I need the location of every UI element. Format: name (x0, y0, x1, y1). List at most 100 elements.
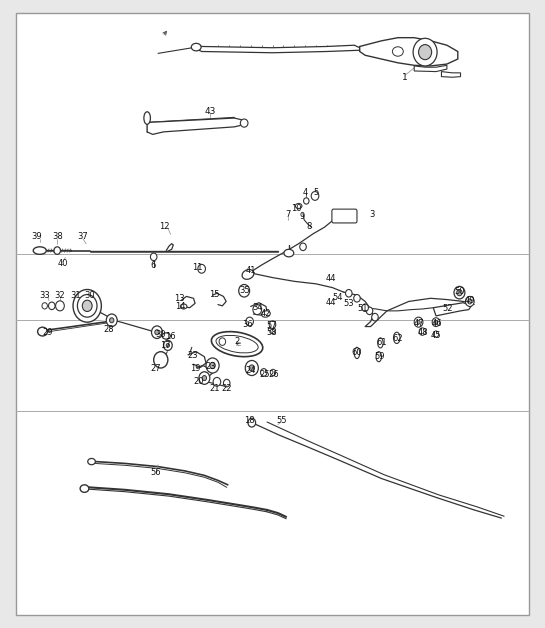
Text: 59: 59 (374, 352, 385, 361)
Circle shape (457, 290, 462, 296)
Text: 18: 18 (244, 416, 255, 425)
Polygon shape (360, 38, 458, 66)
Text: 52: 52 (443, 305, 453, 313)
Circle shape (199, 372, 210, 384)
Circle shape (106, 314, 117, 327)
Text: 5: 5 (313, 188, 319, 197)
Text: 51: 51 (358, 304, 368, 313)
Text: 50: 50 (454, 287, 465, 296)
Text: 44: 44 (326, 274, 337, 283)
Text: 32: 32 (54, 291, 65, 300)
Ellipse shape (240, 119, 248, 127)
Ellipse shape (262, 311, 270, 317)
Circle shape (202, 376, 207, 381)
Text: 58: 58 (266, 328, 277, 337)
Text: 42: 42 (261, 310, 271, 318)
Circle shape (261, 369, 267, 376)
Circle shape (152, 326, 162, 338)
Circle shape (73, 290, 101, 322)
Text: 36: 36 (243, 320, 253, 328)
Circle shape (311, 192, 319, 200)
Text: 30: 30 (155, 330, 166, 339)
Circle shape (219, 338, 226, 345)
Circle shape (42, 303, 47, 309)
Ellipse shape (378, 338, 383, 348)
Ellipse shape (162, 333, 170, 339)
Text: 8: 8 (307, 222, 312, 230)
Circle shape (362, 304, 368, 311)
Text: 31: 31 (70, 291, 81, 300)
Circle shape (419, 45, 432, 60)
Circle shape (465, 296, 474, 306)
Text: 38: 38 (52, 232, 63, 241)
Text: 28: 28 (104, 325, 114, 334)
Text: 2: 2 (234, 337, 240, 346)
Text: 34: 34 (252, 303, 263, 312)
Ellipse shape (88, 458, 95, 465)
Ellipse shape (284, 249, 294, 257)
Text: 30: 30 (84, 291, 95, 300)
Ellipse shape (242, 269, 254, 279)
Text: 17: 17 (160, 341, 171, 350)
Text: 25: 25 (259, 371, 270, 379)
Ellipse shape (144, 112, 150, 124)
Circle shape (346, 290, 352, 297)
Ellipse shape (376, 352, 381, 362)
Polygon shape (147, 118, 245, 134)
Circle shape (468, 299, 472, 304)
Ellipse shape (38, 327, 47, 336)
Text: 16: 16 (165, 332, 175, 341)
Circle shape (269, 321, 276, 328)
Text: 21: 21 (209, 384, 220, 393)
Ellipse shape (392, 46, 403, 57)
Text: 62: 62 (392, 334, 403, 343)
Text: 53: 53 (343, 300, 354, 308)
Circle shape (246, 317, 253, 326)
Text: 61: 61 (376, 338, 387, 347)
Ellipse shape (191, 43, 201, 51)
Text: 11: 11 (192, 263, 203, 272)
Circle shape (413, 38, 437, 66)
Circle shape (248, 418, 256, 427)
Circle shape (56, 301, 64, 311)
Text: 14: 14 (174, 302, 185, 311)
Text: 41: 41 (245, 266, 256, 274)
Circle shape (110, 318, 114, 323)
Text: 13: 13 (174, 294, 185, 303)
Circle shape (239, 284, 250, 297)
Text: 60: 60 (352, 349, 362, 357)
Text: 7: 7 (285, 210, 290, 219)
Circle shape (372, 313, 378, 321)
Circle shape (245, 360, 258, 376)
Text: 44: 44 (326, 298, 337, 306)
Circle shape (166, 344, 169, 347)
Text: 37: 37 (77, 232, 88, 241)
Circle shape (223, 379, 230, 387)
Text: 43: 43 (204, 107, 215, 116)
Text: 24: 24 (245, 366, 256, 375)
Circle shape (249, 365, 255, 371)
Circle shape (434, 320, 438, 324)
Polygon shape (195, 44, 360, 53)
Text: 27: 27 (150, 364, 161, 373)
Circle shape (366, 307, 373, 315)
Ellipse shape (216, 335, 258, 353)
Ellipse shape (80, 485, 89, 492)
Text: 3: 3 (369, 210, 374, 219)
Text: 55: 55 (276, 416, 287, 425)
Ellipse shape (180, 304, 187, 309)
Circle shape (417, 320, 420, 324)
Text: 57: 57 (266, 321, 277, 330)
Text: le: le (235, 341, 242, 347)
Circle shape (354, 295, 360, 302)
Text: 26: 26 (269, 371, 280, 379)
Text: 23: 23 (205, 362, 216, 371)
Text: 47: 47 (413, 319, 424, 328)
Text: 46: 46 (431, 319, 442, 328)
Text: 33: 33 (39, 291, 50, 300)
Ellipse shape (393, 332, 400, 344)
FancyBboxPatch shape (332, 209, 357, 223)
Circle shape (300, 243, 306, 251)
Ellipse shape (270, 329, 275, 334)
Circle shape (82, 300, 92, 311)
